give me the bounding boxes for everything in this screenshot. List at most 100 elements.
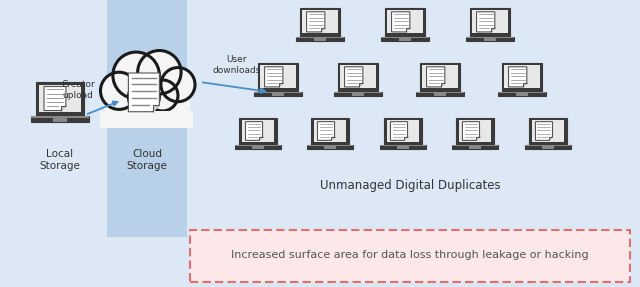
FancyBboxPatch shape [252,146,264,149]
FancyBboxPatch shape [36,82,84,115]
FancyBboxPatch shape [296,37,344,41]
PathPatch shape [536,122,552,140]
PathPatch shape [44,86,66,110]
PathPatch shape [264,67,283,87]
FancyBboxPatch shape [381,37,429,41]
PathPatch shape [359,83,363,87]
FancyBboxPatch shape [190,230,630,282]
PathPatch shape [406,28,410,32]
PathPatch shape [548,137,552,140]
FancyBboxPatch shape [338,63,378,91]
FancyBboxPatch shape [470,8,510,36]
FancyBboxPatch shape [484,38,496,41]
Circle shape [147,80,178,111]
FancyBboxPatch shape [0,0,620,237]
FancyBboxPatch shape [352,93,364,96]
FancyBboxPatch shape [397,146,408,149]
FancyBboxPatch shape [415,92,464,93]
PathPatch shape [523,83,527,87]
FancyBboxPatch shape [272,93,284,96]
FancyBboxPatch shape [258,63,298,91]
FancyBboxPatch shape [452,145,497,146]
Circle shape [161,67,195,102]
FancyBboxPatch shape [239,118,277,144]
FancyBboxPatch shape [498,92,546,96]
FancyBboxPatch shape [333,92,382,96]
FancyBboxPatch shape [472,10,508,33]
Circle shape [138,51,181,94]
Circle shape [129,82,159,113]
FancyBboxPatch shape [415,92,464,96]
PathPatch shape [331,137,335,140]
Text: Increased surface area for data loss through leakage or hacking: Increased surface area for data loss thr… [231,250,589,260]
FancyBboxPatch shape [525,145,570,149]
PathPatch shape [307,12,325,32]
PathPatch shape [61,106,66,110]
FancyBboxPatch shape [314,38,326,41]
FancyBboxPatch shape [434,93,446,96]
Text: Unmanaged Digital Duplicates: Unmanaged Digital Duplicates [319,179,500,192]
PathPatch shape [321,28,325,32]
FancyBboxPatch shape [542,146,554,149]
FancyBboxPatch shape [399,38,411,41]
FancyBboxPatch shape [466,37,514,38]
FancyBboxPatch shape [525,145,570,146]
FancyBboxPatch shape [422,65,458,88]
Circle shape [100,72,138,109]
FancyBboxPatch shape [253,92,302,96]
FancyBboxPatch shape [452,145,497,149]
PathPatch shape [476,137,479,140]
FancyBboxPatch shape [340,65,376,88]
FancyBboxPatch shape [380,145,426,149]
FancyBboxPatch shape [300,8,340,36]
PathPatch shape [509,67,527,87]
Circle shape [113,52,159,98]
FancyBboxPatch shape [324,146,335,149]
FancyBboxPatch shape [31,117,89,118]
PathPatch shape [344,67,363,87]
FancyBboxPatch shape [469,146,481,149]
FancyBboxPatch shape [307,145,353,146]
PathPatch shape [404,137,408,140]
PathPatch shape [441,83,445,87]
FancyBboxPatch shape [516,93,528,96]
FancyBboxPatch shape [384,118,422,144]
FancyBboxPatch shape [107,0,187,237]
FancyBboxPatch shape [387,10,422,33]
FancyBboxPatch shape [385,8,425,36]
FancyBboxPatch shape [253,92,302,93]
FancyBboxPatch shape [100,111,193,128]
FancyBboxPatch shape [498,92,546,93]
FancyBboxPatch shape [236,145,280,146]
Text: User
downloads: User downloads [212,55,261,75]
FancyBboxPatch shape [39,85,81,112]
FancyBboxPatch shape [314,120,346,142]
PathPatch shape [392,12,410,32]
FancyBboxPatch shape [387,120,419,142]
FancyBboxPatch shape [31,117,89,122]
PathPatch shape [477,12,495,32]
FancyBboxPatch shape [333,92,382,93]
FancyBboxPatch shape [420,63,460,91]
FancyBboxPatch shape [307,145,353,149]
FancyBboxPatch shape [241,120,275,142]
FancyBboxPatch shape [52,118,67,122]
PathPatch shape [246,122,262,140]
FancyBboxPatch shape [380,145,426,146]
FancyBboxPatch shape [529,118,567,144]
PathPatch shape [259,137,262,140]
FancyBboxPatch shape [458,120,492,142]
PathPatch shape [279,83,283,87]
PathPatch shape [390,122,408,140]
PathPatch shape [426,67,445,87]
FancyBboxPatch shape [260,65,296,88]
FancyBboxPatch shape [302,10,337,33]
FancyBboxPatch shape [466,37,514,41]
FancyBboxPatch shape [236,145,280,149]
FancyBboxPatch shape [104,91,190,113]
PathPatch shape [152,105,159,112]
FancyBboxPatch shape [311,118,349,144]
Text: Cloud
Storage: Cloud Storage [127,149,168,170]
PathPatch shape [317,122,335,140]
FancyBboxPatch shape [456,118,494,144]
